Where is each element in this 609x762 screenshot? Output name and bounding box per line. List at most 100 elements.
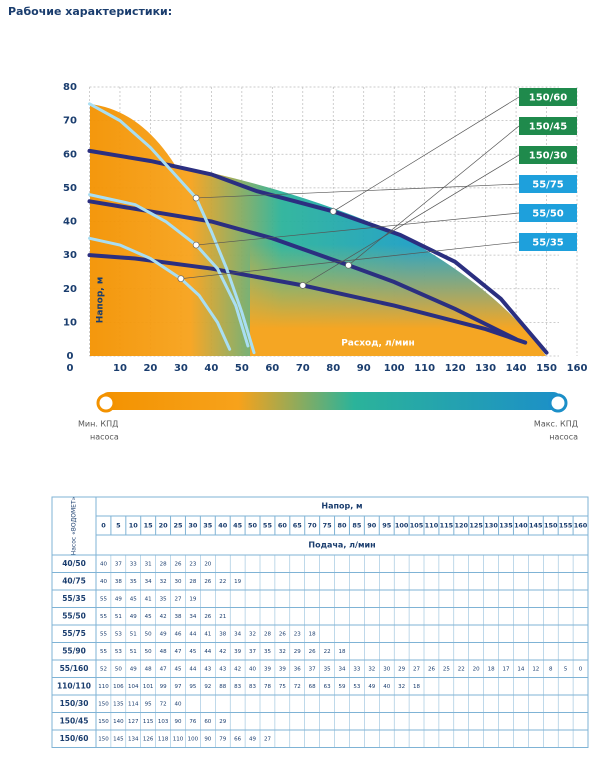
flow-value: 99 [160, 684, 167, 690]
flow-value: 50 [115, 666, 122, 672]
pump-name: 110/110 [57, 681, 91, 690]
pump-name: 150/45 [60, 716, 89, 725]
head-value: 95 [382, 522, 392, 530]
series-label-box [519, 233, 577, 251]
pump-name: 55/90 [62, 646, 86, 655]
flow-value: 28 [189, 579, 196, 585]
plot: 150/60 150/45 150/30 55/75 55/50 55/35 [87, 88, 577, 355]
head-value: 30 [188, 522, 198, 530]
flow-value: 42 [219, 649, 226, 655]
flow-value: 45 [145, 614, 152, 620]
flow-value: 42 [234, 666, 241, 672]
flow-value: 38 [219, 631, 226, 637]
flow-value: 72 [160, 701, 167, 707]
flow-value: 115 [143, 719, 154, 725]
flow-value: 49 [130, 666, 137, 672]
series-label-box [519, 88, 577, 106]
head-value: 140 [514, 522, 528, 530]
head-value: 150 [544, 522, 558, 530]
flow-value: 26 [428, 666, 435, 672]
head-header: Напор, м [321, 502, 362, 511]
flow-value: 103 [158, 719, 169, 725]
legend-entry: 150/45 [529, 122, 567, 133]
flow-value: 110 [173, 736, 184, 742]
flow-value: 90 [204, 736, 211, 742]
flow-value: 39 [234, 649, 241, 655]
leader-dot [192, 241, 200, 249]
efficiency-bar [100, 392, 562, 410]
flow-value: 68 [309, 684, 316, 690]
flow-value: 35 [130, 579, 137, 585]
flow-value: 29 [294, 649, 301, 655]
flow-value: 75 [279, 684, 286, 690]
flow-value: 95 [189, 684, 196, 690]
flow-value: 18 [488, 666, 495, 672]
flow-value: 30 [383, 666, 390, 672]
flow-value: 78 [264, 684, 271, 690]
flow-value: 36 [294, 666, 301, 672]
head-value: 75 [323, 522, 333, 530]
pump-name: 150/60 [60, 734, 89, 743]
head-value: 35 [203, 522, 213, 530]
flow-value: 27 [175, 596, 182, 602]
flow-value: 40 [175, 701, 182, 707]
flow-value: 43 [219, 666, 226, 672]
flow-value: 50 [145, 649, 152, 655]
flow-value: 126 [143, 736, 154, 742]
head-value: 65 [293, 522, 303, 530]
flow-value: 90 [175, 719, 182, 725]
flow-value: 5 [564, 666, 568, 672]
flow-value: 35 [324, 666, 331, 672]
flow-value: 55 [100, 631, 107, 637]
max-sublabel: насоса [549, 433, 578, 442]
flow-value: 110 [98, 684, 109, 690]
flow-value: 27 [413, 666, 420, 672]
legend-entry: 55/75 [532, 180, 564, 191]
flow-value: 27 [264, 736, 271, 742]
flow-value: 134 [128, 736, 139, 742]
min-marker [96, 393, 116, 413]
flow-value: 66 [234, 736, 241, 742]
flow-value: 95 [145, 701, 152, 707]
head-value: 60 [278, 522, 288, 530]
head-value: 110 [425, 522, 439, 530]
head-value: 120 [454, 522, 468, 530]
flow-value: 47 [160, 666, 167, 672]
legend-entry: 150/30 [529, 151, 567, 162]
flow-value: 41 [145, 596, 152, 602]
flow-value: 22 [458, 666, 465, 672]
flow-value: 41 [204, 631, 211, 637]
flow-value: 20 [473, 666, 480, 672]
flow-value: 18 [339, 649, 346, 655]
y-tick-label: 30 [63, 250, 77, 261]
flow-value: 29 [398, 666, 405, 672]
flow-value: 51 [130, 649, 137, 655]
flow-value: 34 [145, 579, 152, 585]
y-tick-label: 20 [63, 284, 77, 295]
flow-value: 34 [189, 614, 196, 620]
page-title: Рабочие характеристики: [8, 5, 172, 18]
flow-value: 40 [383, 684, 390, 690]
x-tick-label: 60 [265, 363, 279, 374]
flow-value: 49 [160, 631, 167, 637]
head-value: 90 [367, 522, 377, 530]
x-tick-label: 160 [567, 363, 588, 374]
head-value: 45 [233, 522, 243, 530]
flow-value: 26 [204, 614, 211, 620]
flow-value: 32 [398, 684, 405, 690]
legend-entry: 55/35 [532, 238, 564, 249]
head-value: 55 [263, 522, 273, 530]
leader-line [196, 212, 520, 246]
y-tick-label: 60 [63, 149, 77, 160]
series-label-box [519, 146, 577, 164]
flow-value: 48 [145, 666, 152, 672]
flow-value: 49 [130, 614, 137, 620]
flow-value: 22 [219, 579, 226, 585]
flow-value: 40 [100, 579, 107, 585]
series-line [87, 199, 519, 342]
flow-value: 34 [234, 631, 241, 637]
flow-value: 97 [175, 684, 182, 690]
head-value: 155 [559, 522, 573, 530]
flow-value: 26 [175, 561, 182, 567]
